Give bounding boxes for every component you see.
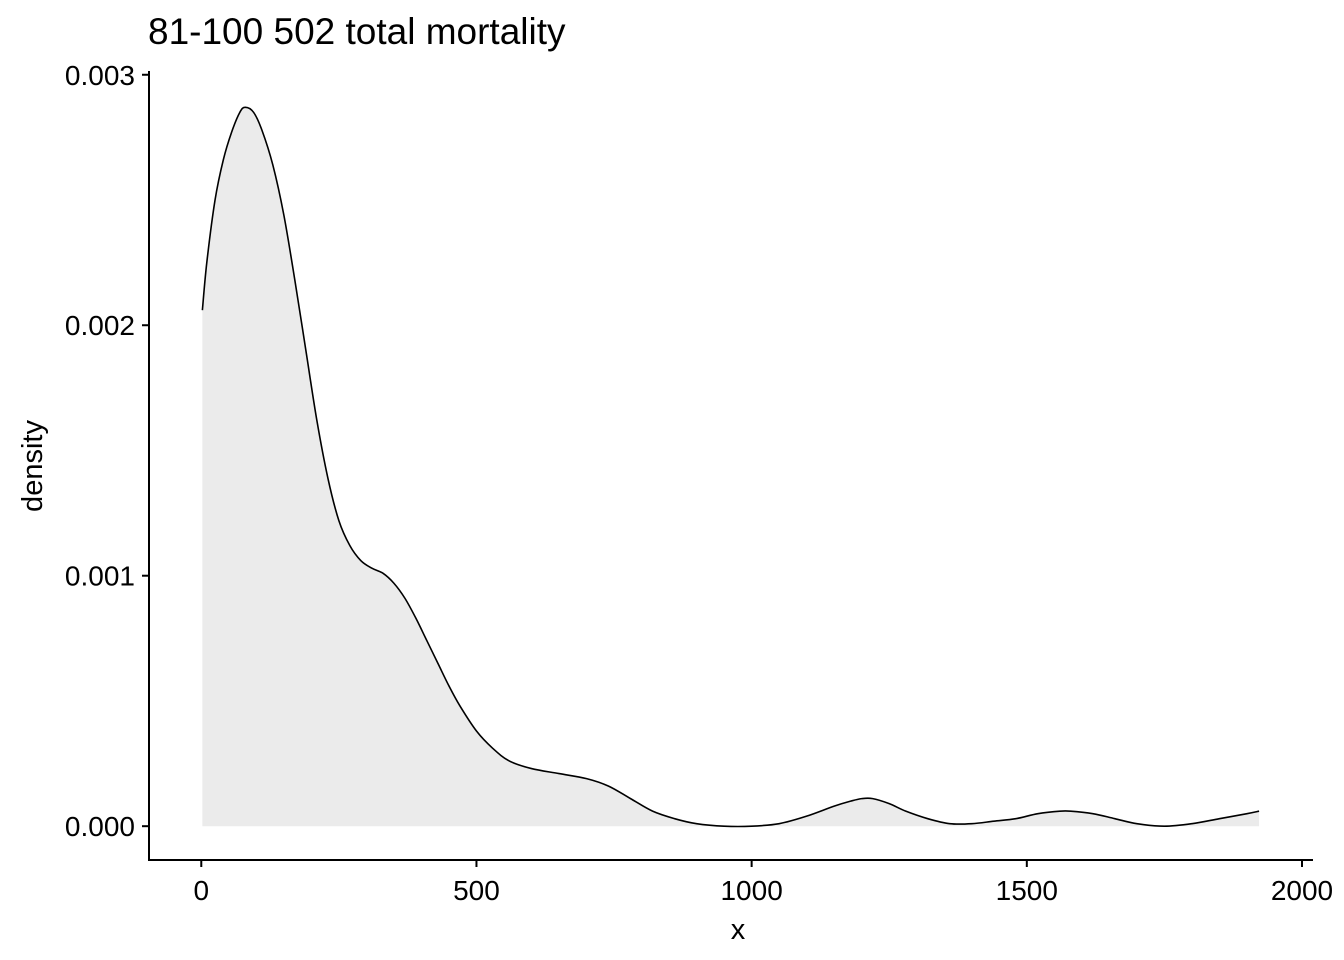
x-tick-label: 1000 <box>720 875 782 906</box>
chart-title: 81-100 502 total mortality <box>148 11 566 52</box>
x-axis-ticks: 0 500 1000 1500 2000 <box>193 860 1333 906</box>
density-line <box>201 106 1260 828</box>
y-tick-label: 0.003 <box>65 60 135 91</box>
density-area <box>202 107 1260 827</box>
y-tick-label: 0.001 <box>65 561 135 592</box>
y-axis-title: density <box>17 420 49 512</box>
x-tick-label: 0 <box>193 875 209 906</box>
x-tick-label: 2000 <box>1271 875 1333 906</box>
x-tick-label: 500 <box>453 875 500 906</box>
y-tick-label: 0.000 <box>65 811 135 842</box>
y-tick-label: 0.002 <box>65 310 135 341</box>
x-tick-label: 1500 <box>996 875 1058 906</box>
y-axis-ticks: 0.000 0.001 0.002 0.003 <box>65 60 149 842</box>
x-axis-title: x <box>731 914 746 946</box>
plot-area <box>201 106 1260 828</box>
